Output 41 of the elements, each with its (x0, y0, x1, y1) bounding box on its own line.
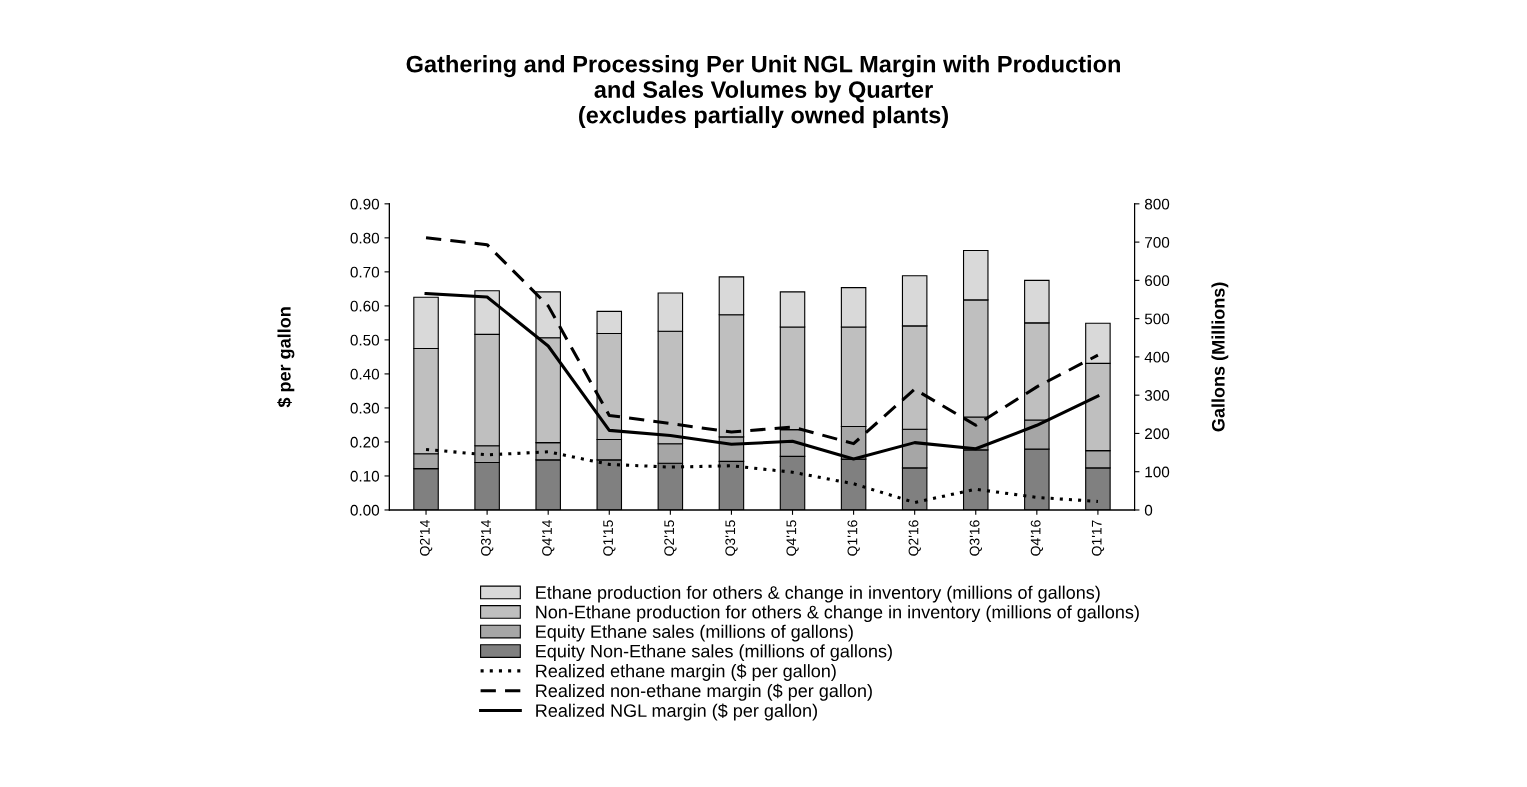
x-tick-label: Q4'15 (786, 520, 799, 556)
y2-tick-label: 200 (1145, 428, 1170, 440)
y-tick-label: 0.70 (350, 266, 380, 278)
y2-tick-label: 500 (1144, 313, 1170, 325)
y2-tick-label: 100 (1145, 466, 1170, 478)
y-tick-label: 0.50 (350, 334, 380, 346)
x-tick-label: Q4'16 (1030, 520, 1044, 556)
y-tick-label: 0.80 (350, 232, 380, 244)
y2-tick-label: 300 (1144, 390, 1170, 401)
legend-label: Realized NGL margin ($ per gallon) (536, 703, 817, 721)
y2-tick-label: 600 (1145, 275, 1170, 287)
legend-label: Equity Non-Ethane sales (millions of gallons) (536, 644, 892, 662)
chart-title: Gathering and Processing Per Unit NGL Margin with Production and Sales Volumes by Quarter (excludes partially owned plants) (406, 55, 1120, 129)
y-tick-label: 0.90 (350, 198, 380, 210)
legend-label: Realized ethane margin ($ per gallon) (536, 663, 836, 681)
y2-axis-title: Gallons (Millions) (1211, 282, 1229, 432)
legend-label: Realized non-ethane margin ($ per gallon) (536, 683, 872, 701)
y-tick-label: 0.40 (350, 368, 380, 380)
x-tick-label: Q1'17 (1091, 520, 1105, 556)
x-tick-label: Q2'16 (908, 520, 921, 556)
x-tick-label: Q4'14 (542, 520, 555, 556)
legend-label: Equity Ethane sales (millions of gallons) (536, 624, 853, 642)
y2-tick-label: 700 (1145, 236, 1170, 248)
x-tick-label: Q2'14 (419, 520, 433, 556)
y-axis-title: $ per gallon (277, 307, 295, 408)
x-tick-label: Q3'15 (725, 520, 738, 556)
y-tick-label: 0.00 (350, 504, 380, 516)
legend-label: Ethane production for others & change in inventory (millions of gallons) (536, 585, 1100, 603)
x-tick-label: Q1'16 (847, 520, 860, 556)
x-tick-label: Q1'15 (603, 520, 616, 556)
legend-label: Non-Ethane production for others & change in inventory (millions of gallons) (536, 605, 1139, 623)
y-tick-label: 0.10 (350, 470, 380, 482)
y-tick-label: 0.20 (350, 436, 380, 448)
y2-tick-label: 0 (1144, 504, 1153, 516)
y2-tick-label: 800 (1144, 198, 1170, 210)
y-tick-label: 0.60 (350, 300, 380, 312)
x-tick-label: Q3'14 (481, 520, 494, 556)
x-tick-label: Q3'16 (969, 520, 982, 556)
y-tick-label: 0.30 (350, 402, 380, 414)
y2-tick-label: 400 (1144, 351, 1170, 363)
x-tick-label: Q2'15 (664, 520, 677, 556)
